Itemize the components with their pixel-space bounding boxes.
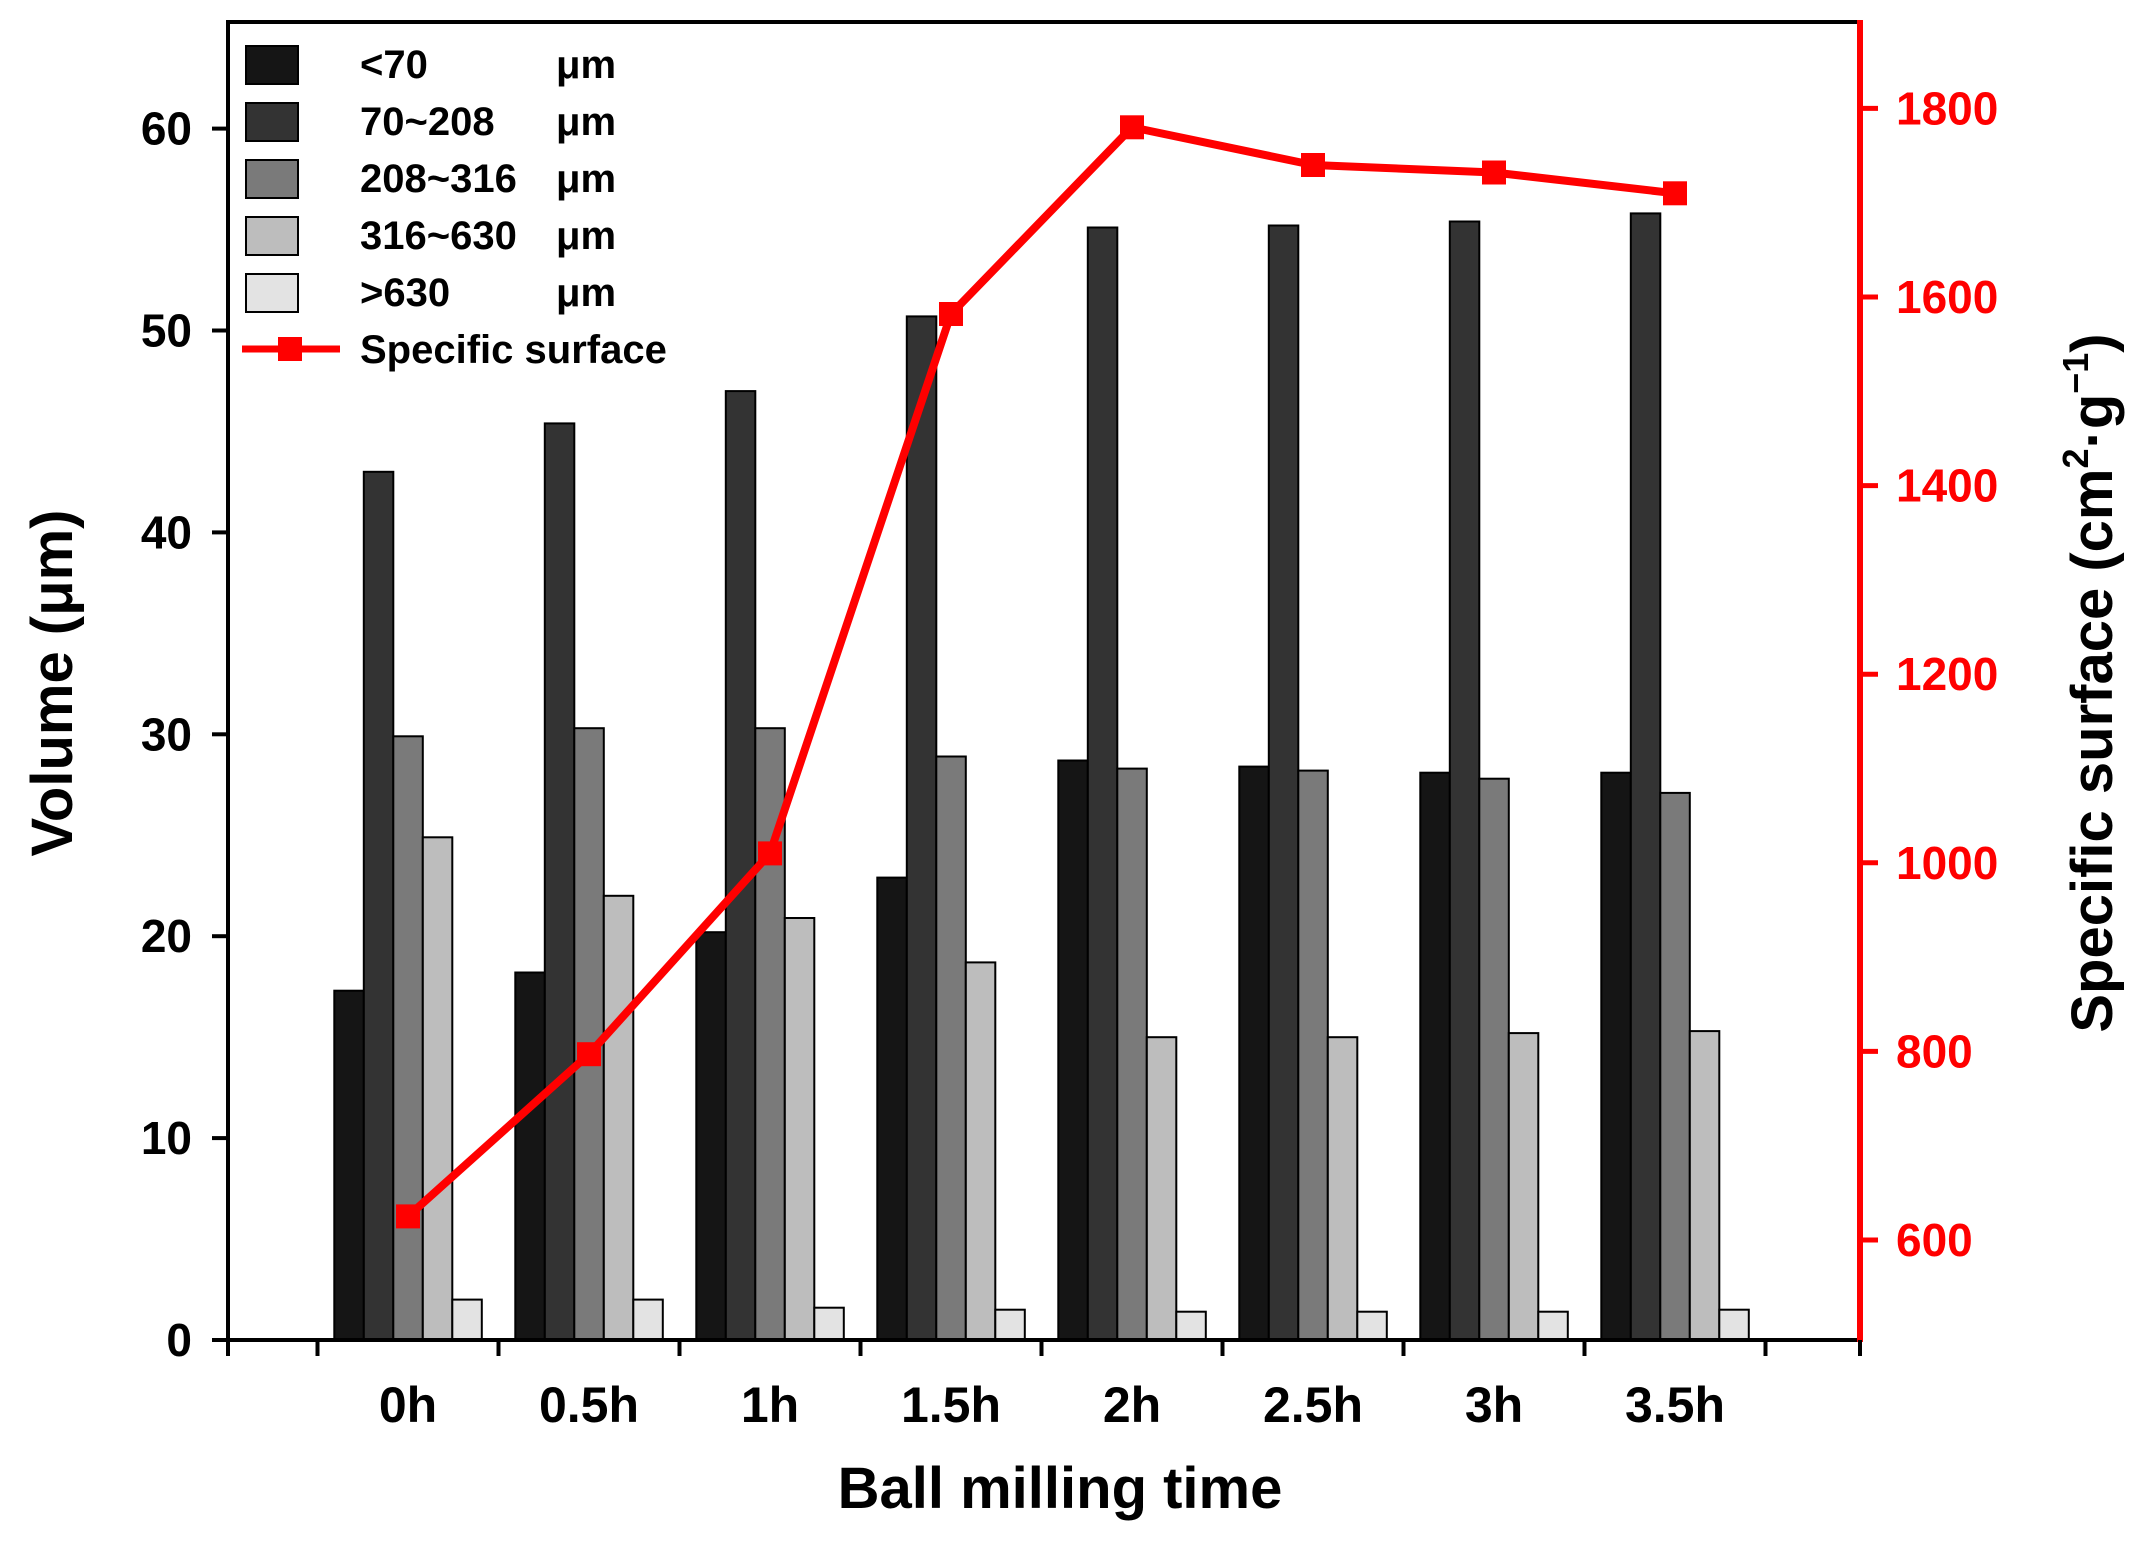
bar-0.5h-series-1 xyxy=(543,422,576,1341)
bar-3h-series-4 xyxy=(1537,1310,1569,1341)
legend-swatch-0 xyxy=(245,45,299,85)
legend-swatch-4 xyxy=(245,273,299,313)
bar-3h-series-1 xyxy=(1448,220,1481,1341)
legend: <70 μm 70~208 μm 208~316 μm 316~630 μm >630 μm Spe… xyxy=(242,43,667,372)
legend-unit-3: μm xyxy=(556,214,616,258)
y2-tick-label-1400: 1400 xyxy=(1896,460,1998,512)
legend-swatch-3 xyxy=(245,216,299,256)
specific-surface-point-2h xyxy=(1120,115,1144,140)
y-tick-label-40: 40 xyxy=(141,506,192,558)
legend-label-2: 208~316 xyxy=(360,157,517,201)
y-tick-label-60: 60 xyxy=(141,103,192,155)
x-tick-label-2h: 2h xyxy=(1103,1377,1161,1433)
legend-swatch-2 xyxy=(245,159,299,199)
y2-tick-label-1600: 1600 xyxy=(1896,271,1998,323)
legend-line-marker xyxy=(278,337,302,361)
specific-surface-point-1h xyxy=(758,841,782,866)
bar-0.5h-series-4 xyxy=(632,1298,664,1341)
bar-1.5h-series-1 xyxy=(905,315,938,1341)
plot-area xyxy=(333,115,1750,1342)
x-tick-label-0.5h: 0.5h xyxy=(539,1377,639,1433)
legend-label-1: 70~208 xyxy=(360,100,495,144)
legend-unit-2: μm xyxy=(556,157,616,201)
x-tick-label-0h: 0h xyxy=(379,1377,437,1433)
bar-1.5h-series-4 xyxy=(994,1308,1026,1341)
bar-3h-series-0 xyxy=(1419,771,1451,1341)
specific-surface-point-0h xyxy=(396,1204,420,1229)
bar-0h-series-4 xyxy=(451,1298,483,1341)
y2-tick-label-600: 600 xyxy=(1896,1214,1973,1266)
bar-1.5h-series-0 xyxy=(876,876,908,1341)
y-tick-label-30: 30 xyxy=(141,708,192,760)
bar-0h-series-0 xyxy=(333,989,365,1341)
y2-tick-label-1200: 1200 xyxy=(1896,648,1998,700)
y2-tick-label-1000: 1000 xyxy=(1896,837,1998,889)
bar-0h-series-2 xyxy=(392,735,424,1341)
bar-2.5h-series-3 xyxy=(1326,1036,1359,1341)
y-tick-label-0: 0 xyxy=(166,1314,192,1366)
specific-surface-point-3.5h xyxy=(1663,181,1687,206)
specific-surface-point-3h xyxy=(1482,160,1506,185)
bar-3h-series-3 xyxy=(1507,1032,1540,1341)
bar-3.5h-series-1 xyxy=(1629,212,1662,1341)
bar-2.5h-series-0 xyxy=(1238,765,1270,1341)
bar-1h-series-0 xyxy=(695,931,727,1341)
bar-0.5h-series-0 xyxy=(514,971,546,1341)
bar-2h-series-1 xyxy=(1086,226,1119,1341)
bar-0h-series-1 xyxy=(362,470,395,1341)
specific-surface-point-0.5h xyxy=(577,1042,601,1067)
bar-2.5h-series-4 xyxy=(1356,1310,1388,1341)
bar-2.5h-series-1 xyxy=(1267,224,1300,1341)
x-tick-label-1.5h: 1.5h xyxy=(901,1377,1001,1433)
legend-unit-1: μm xyxy=(556,100,616,144)
axes: 0 10 20 30 40 50 60 600 800 1000 1200 1400 1600 1800 0… xyxy=(141,82,1999,1433)
bar-2h-series-3 xyxy=(1145,1036,1178,1341)
y-tick-label-10: 10 xyxy=(141,1112,192,1164)
y-tick-label-50: 50 xyxy=(141,305,192,357)
legend-unit-4: μm xyxy=(556,271,616,315)
y2-tick-label-800: 800 xyxy=(1896,1025,1973,1077)
legend-label-0: <70 xyxy=(360,43,428,87)
y2-axis-label: Specific surface (cm2·g−1) xyxy=(2055,333,2125,1032)
legend-label-4: >630 xyxy=(360,271,450,315)
y-tick-label-20: 20 xyxy=(141,910,192,962)
y2-tick-label-1800: 1800 xyxy=(1896,82,1998,134)
specific-surface-line xyxy=(405,123,1676,1220)
bar-1h-series-4 xyxy=(813,1306,845,1341)
bar-3.5h-series-2 xyxy=(1659,791,1691,1341)
x-tick-label-3.5h: 3.5h xyxy=(1625,1377,1725,1433)
bar-3h-series-2 xyxy=(1478,777,1510,1341)
legend-swatch-1 xyxy=(245,102,299,142)
specific-surface-point-1.5h xyxy=(939,302,963,326)
x-tick-label-2.5h: 2.5h xyxy=(1263,1377,1363,1433)
x-tick-label-3h: 3h xyxy=(1465,1377,1523,1433)
bar-0.5h-series-3 xyxy=(602,894,635,1341)
bar-2h-series-0 xyxy=(1057,759,1089,1341)
bar-3.5h-series-4 xyxy=(1718,1308,1750,1341)
x-axis-label: Ball milling time xyxy=(838,1456,1283,1521)
bar-1h-series-3 xyxy=(783,917,816,1341)
bar-0.5h-series-2 xyxy=(573,727,605,1341)
x-tick-label-1h: 1h xyxy=(741,1377,799,1433)
bar-2h-series-4 xyxy=(1175,1310,1207,1341)
bar-1.5h-series-3 xyxy=(964,961,997,1342)
bar-2.5h-series-2 xyxy=(1297,769,1329,1341)
legend-unit-0: μm xyxy=(556,43,616,87)
legend-label-3: 316~630 xyxy=(360,214,517,258)
bar-3.5h-series-0 xyxy=(1600,771,1632,1341)
specific-surface-point-2.5h xyxy=(1301,153,1325,177)
bar-1.5h-series-2 xyxy=(935,755,967,1341)
bar-0h-series-3 xyxy=(421,836,454,1341)
bar-1h-series-1 xyxy=(724,390,757,1342)
legend-line-label: Specific surface xyxy=(360,328,667,372)
y-axis-label: Volume (μm) xyxy=(20,510,85,857)
bar-2h-series-2 xyxy=(1116,767,1148,1341)
bar-3.5h-series-3 xyxy=(1688,1030,1721,1341)
